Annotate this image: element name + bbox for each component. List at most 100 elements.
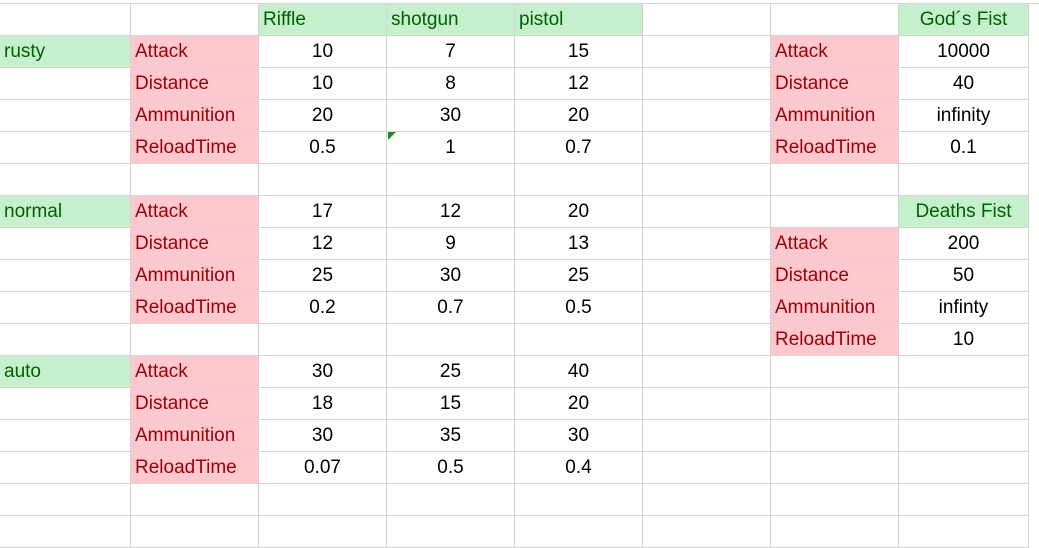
cell-r9-c3[interactable]: 25 [259, 260, 387, 292]
cell-r12-c6[interactable] [643, 356, 771, 388]
cell-r7-c3[interactable]: 17 [259, 196, 387, 228]
cell-r9-c6[interactable] [643, 260, 771, 292]
cell-r3-c3[interactable]: 10 [259, 68, 387, 100]
cell-r13-c2[interactable]: Distance [131, 388, 259, 420]
cell-r11-c2[interactable] [131, 324, 259, 356]
cell-r7-c2[interactable]: Attack [131, 196, 259, 228]
cell-r17-c6[interactable] [643, 516, 771, 548]
cell-r2-c2[interactable]: Attack [131, 36, 259, 68]
cell-r17-c2[interactable] [131, 516, 259, 548]
cell-r1-c7[interactable] [771, 4, 899, 36]
cell-r17-c3[interactable] [259, 516, 387, 548]
cell-r10-c4[interactable]: 0.7 [387, 292, 515, 324]
cell-r16-c7[interactable] [771, 484, 899, 516]
cell-r9-c7[interactable]: Distance [771, 260, 899, 292]
cell-r9-c4[interactable]: 30 [387, 260, 515, 292]
cell-r12-c1[interactable]: auto [0, 356, 131, 388]
cell-r9-c5[interactable]: 25 [515, 260, 643, 292]
cell-r10-c3[interactable]: 0.2 [259, 292, 387, 324]
cell-r6-c1[interactable] [0, 164, 131, 196]
cell-r3-c4[interactable]: 8 [387, 68, 515, 100]
cell-r16-c8[interactable] [899, 484, 1029, 516]
cell-r13-c3[interactable]: 18 [259, 388, 387, 420]
cell-r8-c5[interactable]: 13 [515, 228, 643, 260]
cell-r11-c7[interactable]: ReloadTime [771, 324, 899, 356]
cell-r4-c1[interactable] [0, 100, 131, 132]
cell-r1-c6[interactable] [643, 4, 771, 36]
cell-r1-c5[interactable]: pistol [515, 4, 643, 36]
cell-r2-c1[interactable]: rusty [0, 36, 131, 68]
cell-r4-c8[interactable]: infinity [899, 100, 1029, 132]
cell-r10-c8[interactable]: infinty [899, 292, 1029, 324]
cell-r6-c4[interactable] [387, 164, 515, 196]
cell-r1-c3[interactable]: Riffle [259, 4, 387, 36]
cell-r7-c1[interactable]: normal [0, 196, 131, 228]
cell-r10-c7[interactable]: Ammunition [771, 292, 899, 324]
cell-r4-c6[interactable] [643, 100, 771, 132]
cell-r17-c8[interactable] [899, 516, 1029, 548]
cell-r16-c4[interactable] [387, 484, 515, 516]
cell-r3-c6[interactable] [643, 68, 771, 100]
cell-r9-c2[interactable]: Ammunition [131, 260, 259, 292]
cell-r11-c5[interactable] [515, 324, 643, 356]
cell-r6-c3[interactable] [259, 164, 387, 196]
cell-r16-c1[interactable] [0, 484, 131, 516]
cell-r12-c3[interactable]: 30 [259, 356, 387, 388]
cell-r6-c2[interactable] [131, 164, 259, 196]
cell-r12-c7[interactable] [771, 356, 899, 388]
cell-r14-c8[interactable] [899, 420, 1029, 452]
cell-r17-c5[interactable] [515, 516, 643, 548]
cell-r2-c6[interactable] [643, 36, 771, 68]
cell-r14-c3[interactable]: 30 [259, 420, 387, 452]
cell-r16-c5[interactable] [515, 484, 643, 516]
cell-r12-c8[interactable] [899, 356, 1029, 388]
cell-r4-c2[interactable]: Ammunition [131, 100, 259, 132]
cell-r17-c1[interactable] [0, 516, 131, 548]
cell-r1-c2[interactable] [131, 4, 259, 36]
cell-r7-c6[interactable] [643, 196, 771, 228]
cell-r15-c8[interactable] [899, 452, 1029, 484]
cell-r3-c7[interactable]: Distance [771, 68, 899, 100]
cell-r11-c3[interactable] [259, 324, 387, 356]
cell-r5-c8[interactable]: 0.1 [899, 132, 1029, 164]
cell-r2-c7[interactable]: Attack [771, 36, 899, 68]
cell-r5-c4[interactable]: 1 [387, 132, 515, 164]
cell-r14-c2[interactable]: Ammunition [131, 420, 259, 452]
cell-r10-c6[interactable] [643, 292, 771, 324]
cell-r9-c1[interactable] [0, 260, 131, 292]
cell-r8-c2[interactable]: Distance [131, 228, 259, 260]
cell-r11-c4[interactable] [387, 324, 515, 356]
cell-r15-c5[interactable]: 0.4 [515, 452, 643, 484]
cell-r17-c7[interactable] [771, 516, 899, 548]
cell-r15-c3[interactable]: 0.07 [259, 452, 387, 484]
cell-r2-c5[interactable]: 15 [515, 36, 643, 68]
cell-r13-c5[interactable]: 20 [515, 388, 643, 420]
cell-r16-c2[interactable] [131, 484, 259, 516]
cell-r5-c2[interactable]: ReloadTime [131, 132, 259, 164]
cell-r8-c1[interactable] [0, 228, 131, 260]
cell-r4-c3[interactable]: 20 [259, 100, 387, 132]
cell-r7-c7[interactable] [771, 196, 899, 228]
cell-r8-c8[interactable]: 200 [899, 228, 1029, 260]
cell-r1-c4[interactable]: shotgun [387, 4, 515, 36]
cell-r9-c8[interactable]: 50 [899, 260, 1029, 292]
cell-r6-c7[interactable] [771, 164, 899, 196]
cell-r4-c5[interactable]: 20 [515, 100, 643, 132]
cell-r6-c5[interactable] [515, 164, 643, 196]
cell-r10-c2[interactable]: ReloadTime [131, 292, 259, 324]
cell-r13-c8[interactable] [899, 388, 1029, 420]
cell-r15-c1[interactable] [0, 452, 131, 484]
cell-r15-c7[interactable] [771, 452, 899, 484]
cell-r17-c4[interactable] [387, 516, 515, 548]
cell-r14-c4[interactable]: 35 [387, 420, 515, 452]
cell-r13-c6[interactable] [643, 388, 771, 420]
cell-r14-c7[interactable] [771, 420, 899, 452]
cell-r15-c4[interactable]: 0.5 [387, 452, 515, 484]
cell-r11-c6[interactable] [643, 324, 771, 356]
cell-r14-c6[interactable] [643, 420, 771, 452]
cell-r14-c5[interactable]: 30 [515, 420, 643, 452]
cell-r7-c4[interactable]: 12 [387, 196, 515, 228]
cell-r2-c3[interactable]: 10 [259, 36, 387, 68]
cell-r12-c5[interactable]: 40 [515, 356, 643, 388]
cell-r16-c3[interactable] [259, 484, 387, 516]
